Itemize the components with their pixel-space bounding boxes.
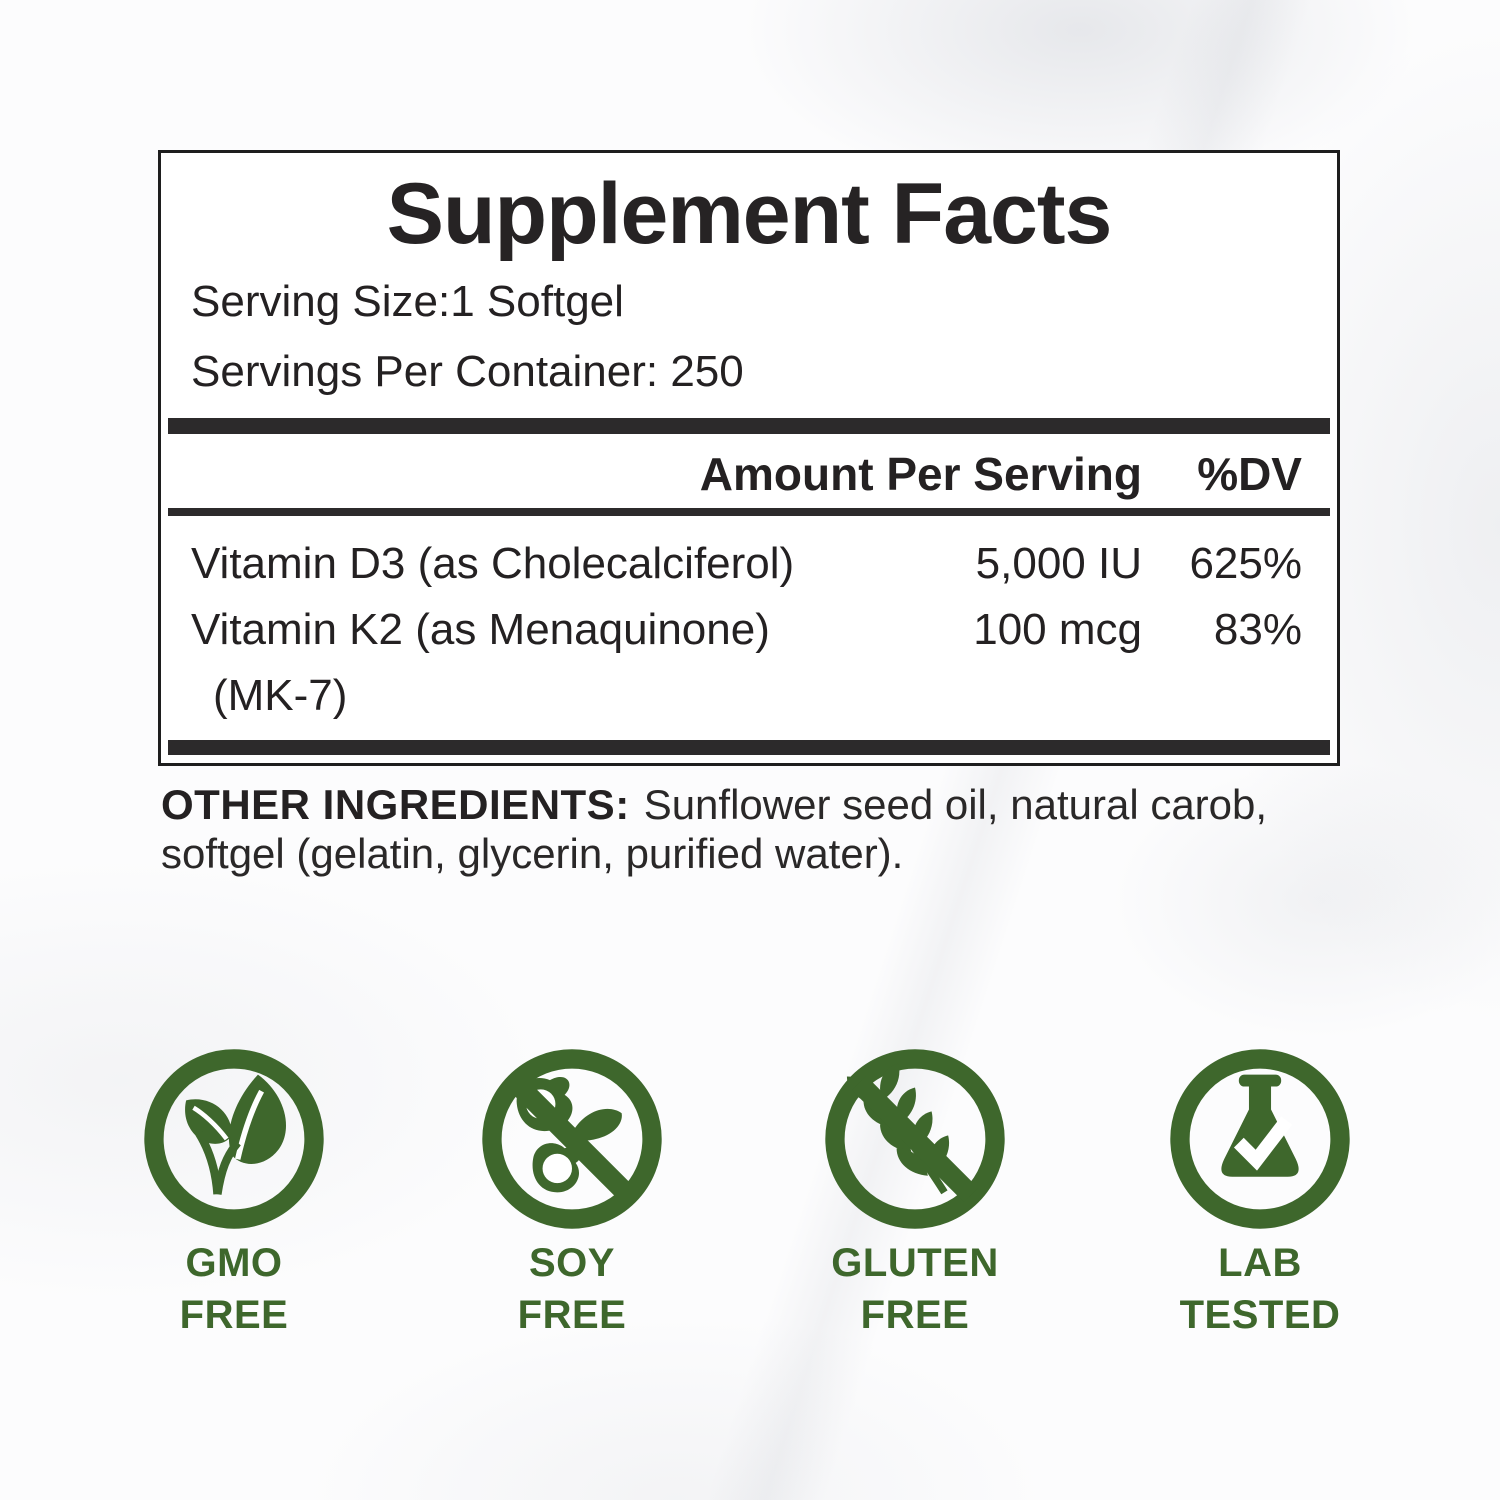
serving-size-line: Serving Size:1 Softgel xyxy=(191,277,624,326)
column-header-amount: Amount Per Serving xyxy=(699,448,1142,500)
badge-lab-tested: LAB TESTED xyxy=(1168,1047,1352,1341)
lab-tested-flask-icon xyxy=(1170,1049,1350,1229)
nutrient-amount-vitamin-k2: 100 mcg xyxy=(973,605,1142,654)
supplement-facts-panel: Supplement Facts Serving Size:1 Softgel … xyxy=(158,150,1340,766)
header-rule xyxy=(168,508,1330,516)
badge-label-line1: LAB xyxy=(1218,1241,1302,1285)
gmo-free-leaf-icon xyxy=(144,1049,324,1229)
thick-rule-top xyxy=(168,418,1330,434)
nutrient-dv-vitamin-d3: 625% xyxy=(1189,539,1302,588)
nutrient-dv-vitamin-k2: 83% xyxy=(1213,605,1302,654)
other-ingredients-label: OTHER INGREDIENTS: xyxy=(161,781,630,828)
badge-gluten-free: GLUTEN FREE xyxy=(823,1047,1007,1341)
other-ingredients-text: Sunflower seed oil, natural carob, softg… xyxy=(161,781,1268,877)
badge-label-line1: SOY xyxy=(529,1241,615,1285)
badge-label: GLUTEN FREE xyxy=(823,1237,1007,1341)
badge-label: LAB TESTED xyxy=(1168,1237,1352,1341)
badge-label-line1: GMO xyxy=(185,1241,283,1285)
other-ingredients: OTHER INGREDIENTS: Sunflower seed oil, na… xyxy=(161,780,1371,878)
nutrient-name-vitamin-d3: Vitamin D3 (as Cholecalciferol) xyxy=(191,539,795,588)
badge-label: GMO FREE xyxy=(142,1237,326,1341)
badge-soy-free: SOY FREE xyxy=(480,1047,664,1341)
nutrient-name-mk7-continuation: (MK-7) xyxy=(213,671,348,720)
column-header-dv: %DV xyxy=(1197,448,1302,500)
badge-label-line2: FREE xyxy=(179,1293,289,1337)
nutrient-name-vitamin-k2: Vitamin K2 (as Menaquinone) xyxy=(191,605,770,654)
badge-gmo-free: GMO FREE xyxy=(142,1047,326,1341)
no-soy-icon xyxy=(482,1049,662,1229)
servings-per-container-line: Servings Per Container: 250 xyxy=(191,347,744,396)
thick-rule-bottom xyxy=(168,740,1330,755)
panel-title: Supplement Facts xyxy=(386,166,1113,262)
badge-label-line2: FREE xyxy=(517,1293,627,1337)
no-gluten-icon xyxy=(825,1049,1005,1229)
nutrient-amount-vitamin-d3: 5,000 IU xyxy=(975,539,1142,588)
badge-label-line1: GLUTEN xyxy=(831,1241,999,1285)
badge-label-line2: TESTED xyxy=(1179,1293,1341,1337)
badge-label-line2: FREE xyxy=(860,1293,970,1337)
badge-label: SOY FREE xyxy=(480,1237,664,1341)
